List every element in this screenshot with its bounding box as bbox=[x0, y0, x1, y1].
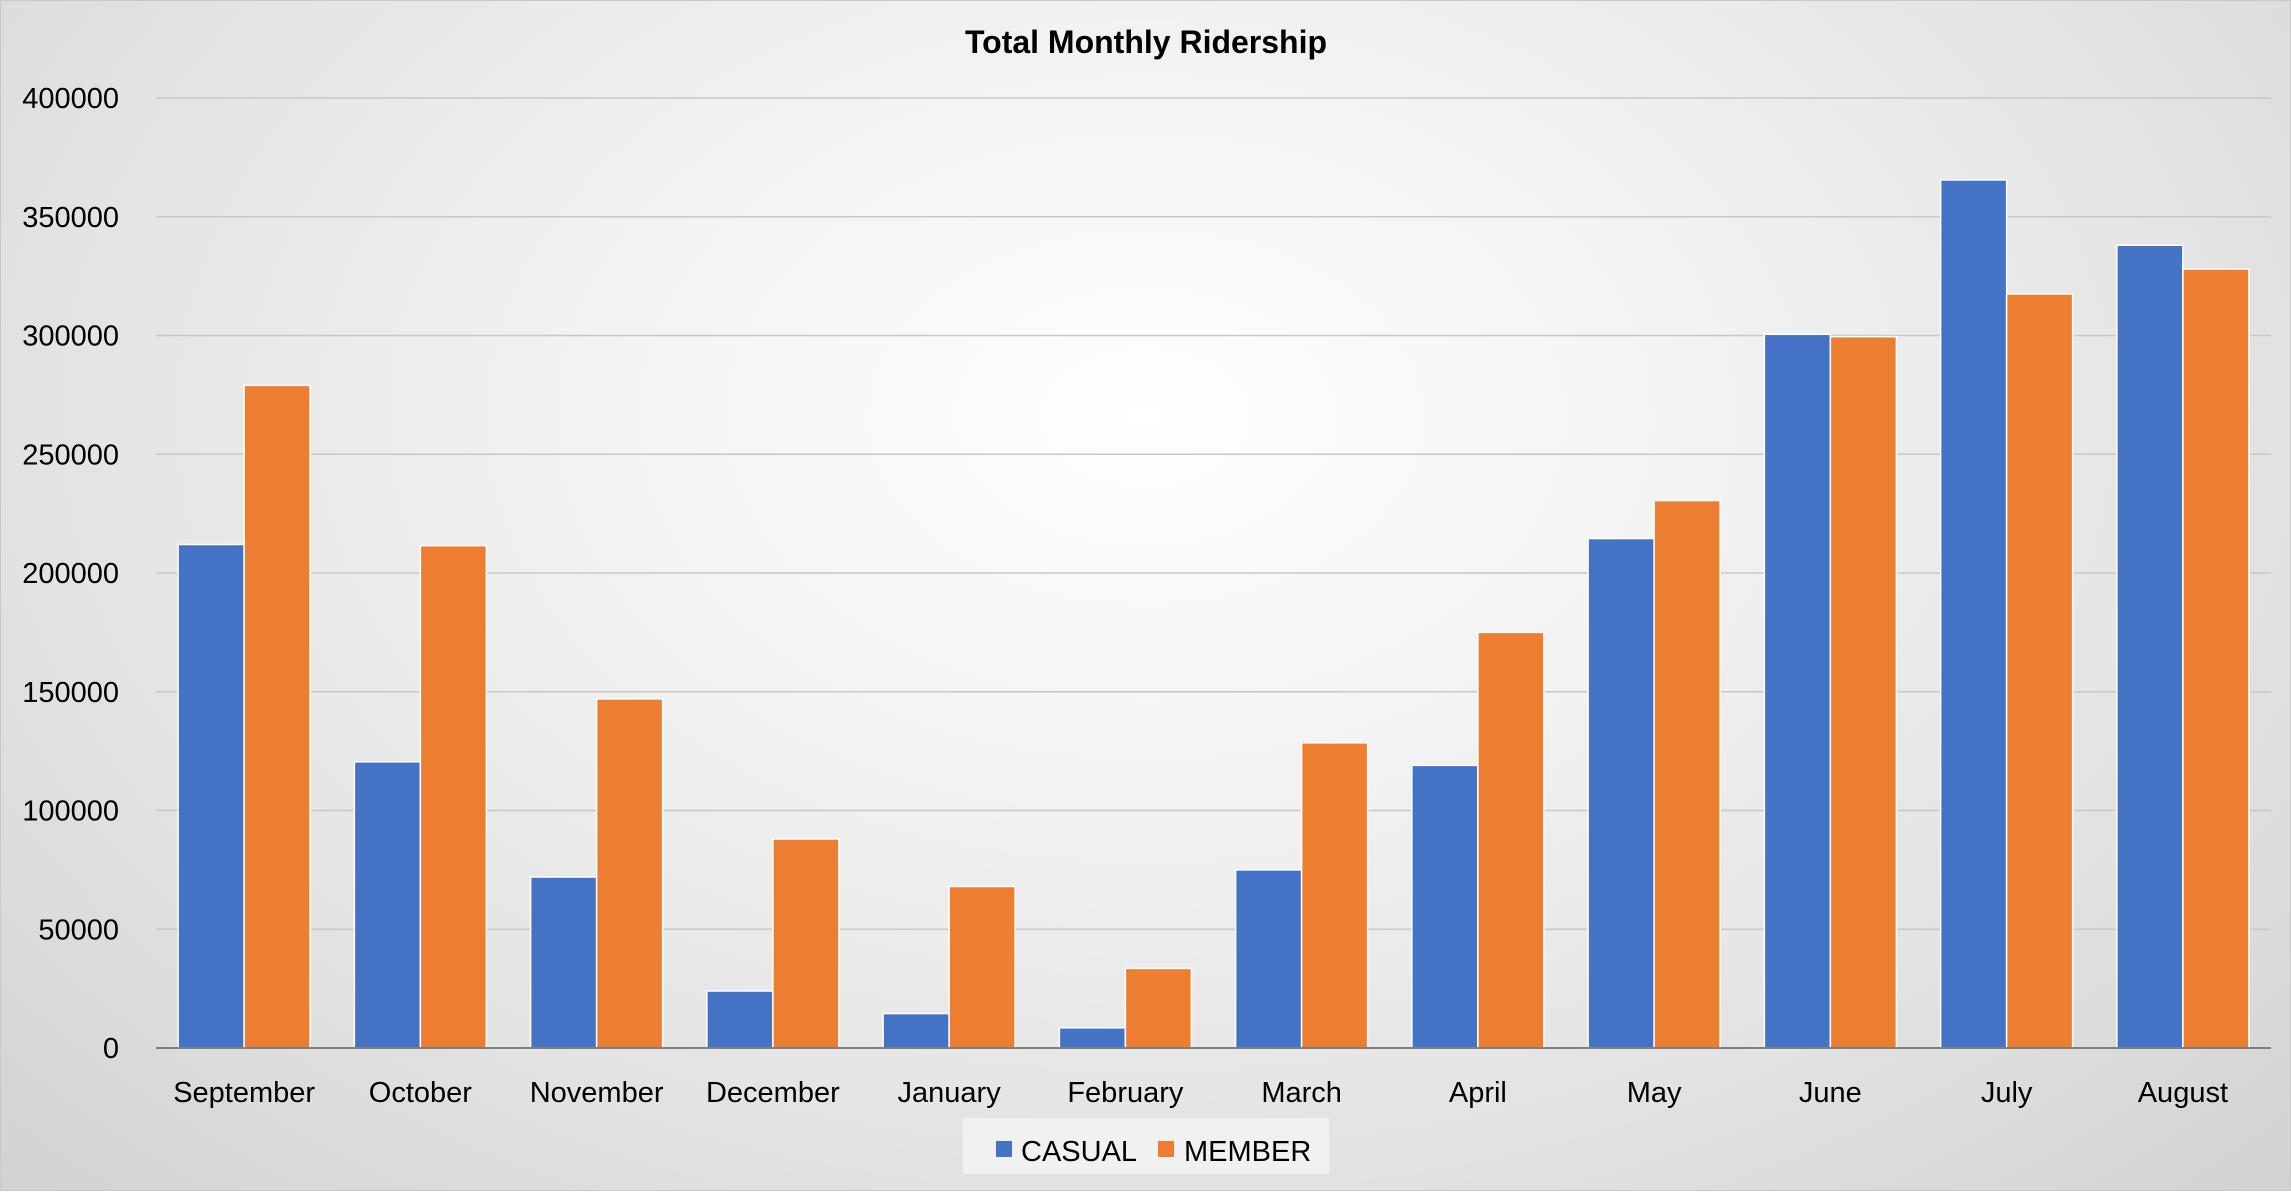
bar-casual-february bbox=[1058, 1027, 1127, 1049]
bar-casual-september bbox=[177, 543, 245, 1049]
legend-label-casual: CASUAL bbox=[1021, 1136, 1137, 1168]
bar-member-february bbox=[1124, 967, 1193, 1049]
bar-member-march bbox=[1300, 742, 1369, 1049]
y-tick-label: 200000 bbox=[22, 558, 119, 590]
bar-member-december bbox=[772, 838, 840, 1049]
bar-member-august bbox=[2182, 268, 2250, 1049]
legend: CASUAL MEMBER bbox=[963, 1118, 1329, 1174]
bar-casual-october bbox=[353, 761, 422, 1049]
bar-casual-august bbox=[2116, 244, 2184, 1049]
gridlines bbox=[156, 97, 2271, 930]
bar-member-july bbox=[2005, 293, 2074, 1049]
x-tick-label: December bbox=[706, 1077, 840, 1109]
bar-member-september bbox=[243, 384, 311, 1049]
y-tick-label: 300000 bbox=[22, 321, 119, 353]
bar-member-october bbox=[419, 544, 488, 1049]
y-axis: 0 50000 100000 150000 200000 250000 300000 3500… bbox=[22, 83, 119, 1065]
bar-member-january bbox=[948, 885, 1016, 1049]
x-tick-label: September bbox=[173, 1077, 315, 1109]
y-tick-label: 350000 bbox=[22, 202, 119, 234]
bar-member-may bbox=[1653, 499, 1721, 1049]
bar-casual-may bbox=[1587, 537, 1655, 1049]
x-tick-label: January bbox=[898, 1077, 1002, 1109]
y-tick-label: 150000 bbox=[22, 677, 119, 709]
bars bbox=[177, 179, 2250, 1049]
bar-casual-january bbox=[882, 1012, 950, 1049]
bar-member-april bbox=[1477, 631, 1545, 1049]
x-tick-label: February bbox=[1067, 1077, 1184, 1109]
x-axis: September October November December January F… bbox=[173, 1077, 2228, 1109]
legend-label-member: MEMBER bbox=[1184, 1136, 1311, 1168]
x-tick-label: October bbox=[369, 1077, 472, 1109]
x-tick-label: March bbox=[1261, 1077, 1342, 1109]
bar-casual-april bbox=[1411, 764, 1479, 1049]
x-tick-label: August bbox=[2138, 1077, 2228, 1109]
legend-swatch-casual bbox=[996, 1141, 1012, 1157]
x-tick-label: June bbox=[1799, 1077, 1862, 1109]
bar-member-november bbox=[595, 698, 664, 1049]
bar-casual-november bbox=[529, 876, 598, 1049]
x-tick-label: April bbox=[1449, 1077, 1507, 1109]
chart-title: Total Monthly Ridership bbox=[965, 24, 1327, 60]
y-tick-label: 100000 bbox=[22, 796, 119, 828]
y-tick-label: 50000 bbox=[38, 914, 119, 946]
y-tick-label: 250000 bbox=[22, 439, 119, 471]
legend-box bbox=[963, 1118, 1329, 1174]
bar-casual-december bbox=[706, 990, 774, 1049]
bar-member-june bbox=[1829, 335, 1898, 1049]
x-tick-label: May bbox=[1627, 1077, 1682, 1109]
y-tick-label: 400000 bbox=[22, 83, 119, 115]
y-tick-label: 0 bbox=[103, 1033, 119, 1065]
bar-casual-july bbox=[1939, 179, 2008, 1049]
x-tick-label: July bbox=[1981, 1077, 2033, 1109]
bar-casual-june bbox=[1763, 333, 1832, 1049]
x-tick-label: November bbox=[530, 1077, 664, 1109]
legend-swatch-member bbox=[1158, 1141, 1174, 1157]
bar-casual-march bbox=[1234, 869, 1303, 1049]
